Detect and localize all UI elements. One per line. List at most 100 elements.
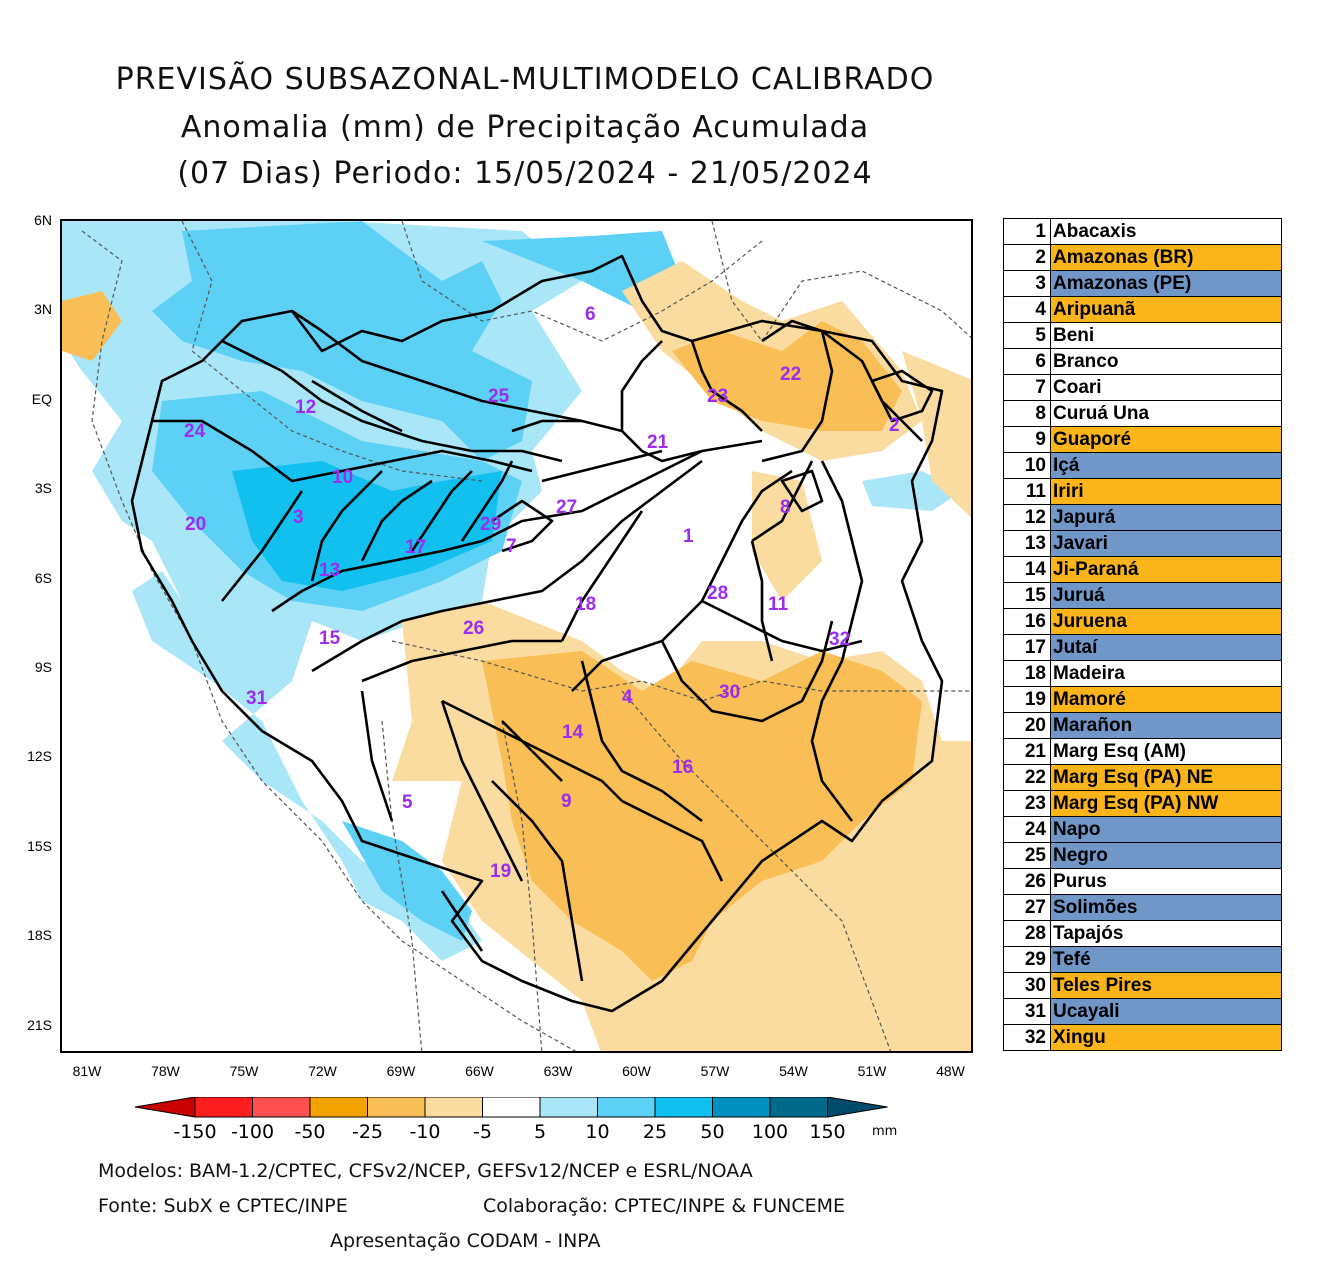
legend-basin-number: 26 [1003, 868, 1051, 895]
lon-tick-label: 51W [857, 1063, 887, 1079]
colorbar-tick-label: -5 [473, 1121, 492, 1143]
legend-basin-name: Jutaí [1050, 634, 1282, 661]
lat-tick-label: 6S [34, 569, 52, 586]
footer-collaboration: Colaboração: CPTEC/INPE & FUNCEME [483, 1195, 846, 1217]
legend-basin-name: Içá [1050, 452, 1282, 479]
legend-basin-name: Madeira [1050, 660, 1282, 687]
legend-basin-number: 1 [1003, 218, 1051, 245]
legend-row: 22 Marg Esq (PA) NE [1003, 764, 1282, 791]
colorbar-tick-label: -25 [351, 1121, 384, 1143]
lat-tick-label: 15S [27, 837, 52, 854]
lon-tick-label: 72W [308, 1063, 337, 1079]
lon-tick-label: 63W [543, 1063, 573, 1079]
basin-label-15: 15 [319, 628, 341, 649]
legend-basin-name: Marañon [1050, 712, 1282, 739]
legend-row: 14 Ji-Paraná [1003, 556, 1282, 583]
legend-basin-name: Aripuanã [1050, 296, 1282, 323]
legend-basin-name: Beni [1050, 322, 1282, 349]
colorbar-segment [654, 1097, 713, 1118]
legend-basin-number: 25 [1003, 842, 1051, 869]
legend-basin-number: 23 [1003, 790, 1051, 817]
legend-row: 21 Marg Esq (AM) [1003, 738, 1282, 765]
dry-anomaly-fields [62, 261, 971, 1051]
legend-basin-number: 29 [1003, 946, 1051, 973]
legend-basin-number: 7 [1003, 374, 1051, 401]
legend-basin-name: Javari [1050, 530, 1282, 557]
basin-label-30: 30 [719, 682, 740, 703]
basin-label-4: 4 [622, 687, 633, 708]
basin-label-27: 27 [556, 497, 577, 518]
colorbar-segment [194, 1097, 253, 1118]
basin-label-24: 24 [184, 421, 206, 442]
legend-basin-number: 28 [1003, 920, 1051, 947]
legend-row: 1 Abacaxis [1003, 218, 1282, 245]
basin-label-5: 5 [402, 792, 413, 813]
basin-label-28: 28 [707, 583, 728, 604]
legend-row: 31 Ucayali [1003, 998, 1282, 1025]
basin-legend-table: 1 Abacaxis 2 Amazonas (BR) 3 Amazonas (PE) 4 Ar… [1003, 218, 1282, 1051]
colorbar-unit: mm [872, 1124, 898, 1139]
dry-field-east-coast [902, 351, 971, 518]
legend-row: 27 Solimões [1003, 894, 1282, 921]
legend-basin-number: 3 [1003, 270, 1051, 297]
basin-label-18: 18 [575, 594, 596, 615]
basin-label-21: 21 [647, 432, 669, 453]
colorbar-tick-label: 10 [585, 1121, 610, 1143]
map-canvas: 1 2 3 4 5 6 7 8 9 10 11 12 13 14 15 16 1… [62, 221, 971, 1051]
colorbar-tick-label: -150 [173, 1121, 217, 1143]
legend-row: 20 Marañon [1003, 712, 1282, 739]
lat-tick-label: 21S [27, 1016, 52, 1033]
legend-basin-name: Solimões [1050, 894, 1282, 921]
basin-label-3: 3 [293, 507, 304, 528]
basin-label-16: 16 [672, 757, 693, 778]
basin-label-10: 10 [332, 467, 353, 488]
legend-basin-number: 24 [1003, 816, 1051, 843]
basin-label-20: 20 [185, 514, 206, 535]
precipitation-anomaly-map: 1 2 3 4 5 6 7 8 9 10 11 12 13 14 15 16 1… [60, 219, 973, 1053]
footer-presentation: Apresentação CODAM - INPA [330, 1230, 601, 1252]
legend-row: 6 Branco [1003, 348, 1282, 375]
basin-label-17: 17 [405, 537, 426, 558]
basin-boundaries [130, 254, 944, 1013]
colorbar-segment [309, 1097, 368, 1118]
legend-basin-number: 10 [1003, 452, 1051, 479]
legend-row: 12 Japurá [1003, 504, 1282, 531]
basin-label-32: 32 [829, 629, 850, 650]
colorbar-segment [367, 1097, 426, 1118]
legend-row: 30 Teles Pires [1003, 972, 1282, 999]
basin-label-26: 26 [463, 618, 484, 639]
legend-basin-name: Tapajós [1050, 920, 1282, 947]
basin-label-29: 29 [480, 514, 501, 535]
colorbar-tick-label: 150 [809, 1121, 846, 1143]
legend-basin-name: Guaporé [1050, 426, 1282, 453]
dry-field-mid-south [482, 651, 922, 981]
colorbar-tick-label: 25 [642, 1121, 668, 1143]
colorbar-segment [769, 1097, 828, 1118]
colorbar-segment [482, 1097, 541, 1118]
lon-tick-label: 81W [72, 1063, 102, 1079]
legend-row: 18 Madeira [1003, 660, 1282, 687]
basin-label-31: 31 [246, 688, 268, 709]
lat-tick-label: EQ [31, 390, 52, 407]
legend-row: 17 Jutaí [1003, 634, 1282, 661]
colorbar-min-arrow [135, 1097, 196, 1118]
legend-basin-name: Marg Esq (PA) NW [1050, 790, 1282, 817]
legend-basin-number: 18 [1003, 660, 1051, 687]
legend-basin-name: Japurá [1050, 504, 1282, 531]
legend-basin-name: Mamoré [1050, 686, 1282, 713]
colorbar-segment [424, 1097, 483, 1118]
lat-tick-label: 6N [34, 212, 52, 228]
basin-label-22: 22 [780, 364, 801, 385]
legend-basin-number: 11 [1003, 478, 1051, 505]
chart-title-line-1: PREVISÃO SUBSAZONAL-MULTIMODELO CALIBRAD… [115, 62, 935, 97]
basin-number-labels: 1 2 3 4 5 6 7 8 9 10 11 12 13 14 15 16 1… [184, 304, 900, 882]
basin-label-1: 1 [683, 526, 694, 547]
basin-label-11: 11 [768, 594, 789, 615]
basin-label-25: 25 [488, 386, 510, 407]
legend-row: 25 Negro [1003, 842, 1282, 869]
legend-basin-number: 4 [1003, 296, 1051, 323]
legend-basin-number: 12 [1003, 504, 1051, 531]
legend-row: 29 Tefé [1003, 946, 1282, 973]
legend-row: 11 Iriri [1003, 478, 1282, 505]
amazon-basin-outline [130, 254, 944, 1013]
